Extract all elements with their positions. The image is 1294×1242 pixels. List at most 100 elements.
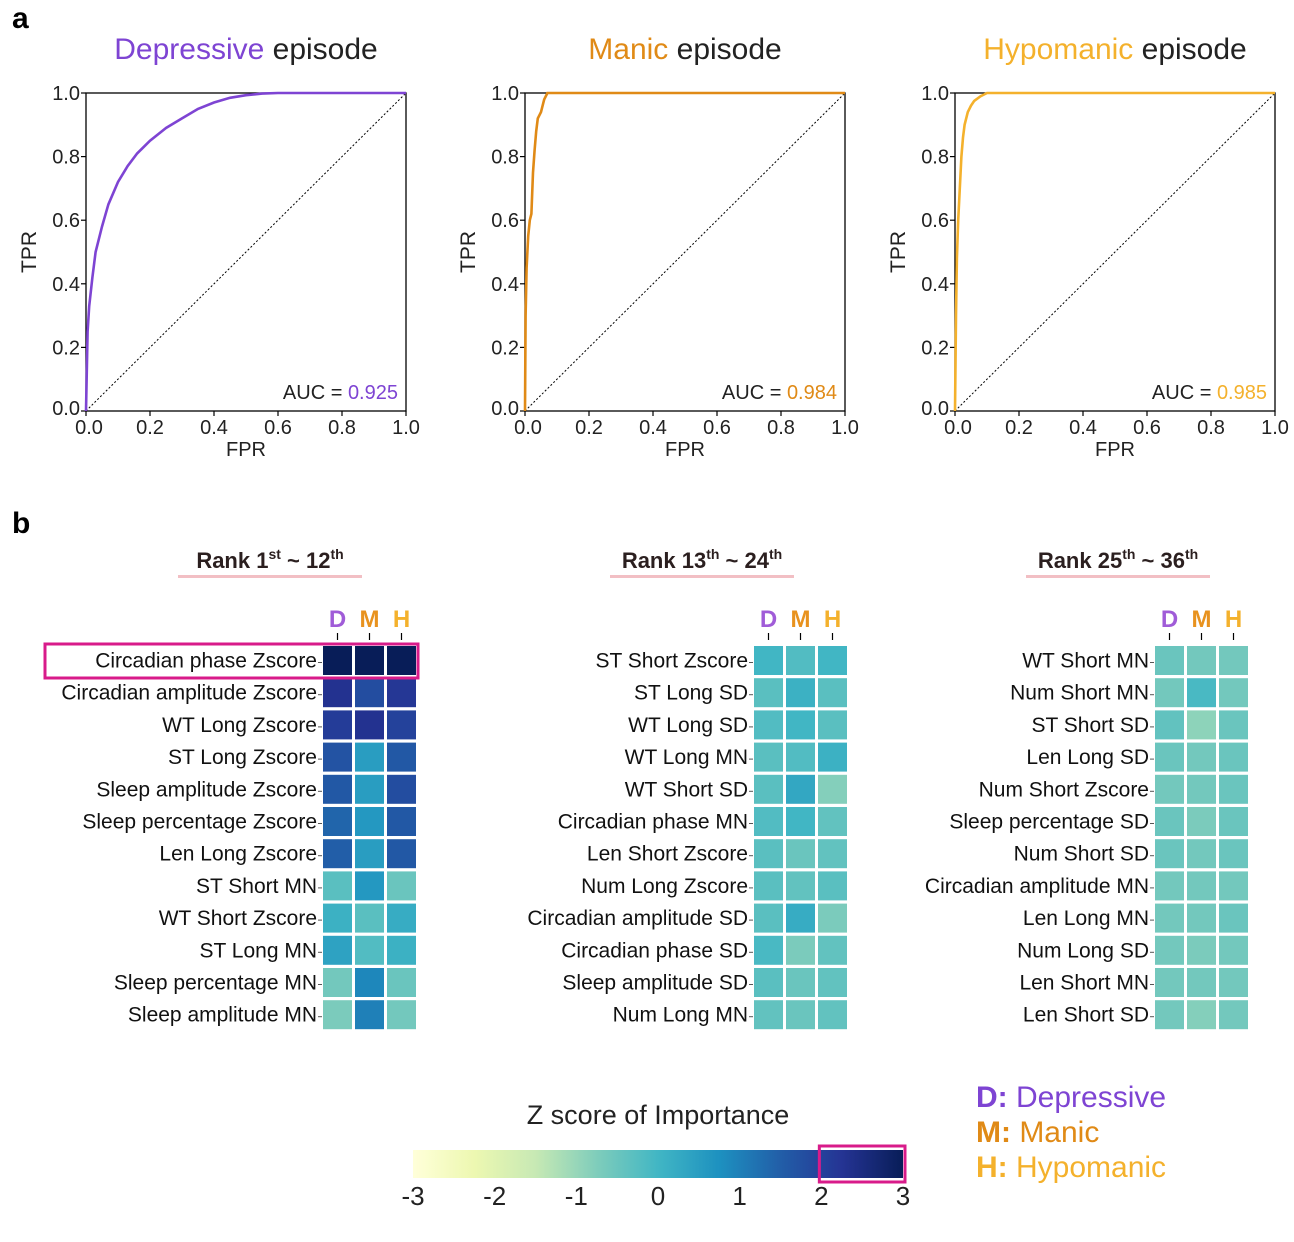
heatmap-cell xyxy=(1219,1000,1248,1030)
column-header-d: D xyxy=(329,606,346,633)
heatmap-cell xyxy=(387,807,416,836)
column-header-m: M xyxy=(1192,606,1212,633)
heatmap-cell xyxy=(355,678,384,708)
chance-diagonal xyxy=(524,92,846,412)
heatmap-cell xyxy=(323,774,352,804)
row-label: Circadian phase MN xyxy=(558,811,748,834)
row-label: ST Long SD xyxy=(634,682,748,705)
heatmap-cell xyxy=(1219,903,1248,933)
row-label: ST Short MN xyxy=(196,875,317,898)
y-tick-label: 0.0 xyxy=(491,398,519,420)
y-tick-label: 1.0 xyxy=(491,83,519,105)
legend-entry-1: D: Depressive xyxy=(976,1081,1166,1114)
heatmap-cell xyxy=(818,935,847,965)
heatmap-cell xyxy=(1187,935,1216,965)
heatmap-cell xyxy=(818,678,847,708)
colorbar-tick-label: 0 xyxy=(651,1181,665,1211)
colorbar-tick-label: 1 xyxy=(732,1181,746,1211)
heatmap-cell xyxy=(355,903,384,933)
heatmap-cell xyxy=(1187,646,1216,675)
heatmap-cell xyxy=(786,871,815,901)
heatmap-cell xyxy=(754,807,783,836)
heatmap-cell xyxy=(786,935,815,965)
roc-title-highlight: Manic xyxy=(588,33,668,66)
chance-diagonal xyxy=(954,92,1276,412)
auc-annotation: AUC = 0.985 xyxy=(1152,382,1267,404)
heatmap-cell xyxy=(355,935,384,965)
heatmap-cell xyxy=(387,839,416,869)
row-label: ST Short Zscore xyxy=(596,650,749,673)
heatmap-cell xyxy=(323,646,352,675)
x-tick-label: 0.2 xyxy=(136,417,164,439)
heatmap-cell xyxy=(1155,1000,1184,1030)
x-tick-label: 0.6 xyxy=(264,417,292,439)
heatmap-cell xyxy=(754,935,783,965)
heatmap-cell xyxy=(1187,839,1216,869)
heatmap-cell xyxy=(754,742,783,772)
plot-frame xyxy=(85,92,407,412)
row-label: Sleep amplitude SD xyxy=(562,972,748,995)
x-axis-label: FPR xyxy=(226,439,266,461)
heatmap-cell xyxy=(355,839,384,869)
x-tick-label: 0.8 xyxy=(328,417,356,439)
heatmap-cell xyxy=(786,742,815,772)
rank-title-part: Rank 1 xyxy=(196,548,268,573)
y-tick-label: 0.6 xyxy=(52,210,80,232)
legend-text: Manic xyxy=(1011,1116,1099,1149)
row-label: Len Long Zscore xyxy=(159,843,317,866)
x-tick-label: 0.8 xyxy=(767,417,795,439)
heatmap-cell xyxy=(786,646,815,675)
y-tick-label: 0.4 xyxy=(52,274,80,296)
heatmap-cell xyxy=(387,871,416,901)
legend-text: Hypomanic xyxy=(1008,1151,1166,1184)
rank-title-sup: th xyxy=(1122,546,1135,562)
heatmap-cell xyxy=(1219,871,1248,901)
y-axis-label: TPR xyxy=(457,231,480,273)
heatmap-cell xyxy=(323,903,352,933)
heatmap-cell xyxy=(1187,871,1216,901)
rank-title: Rank 1st ~ 12th xyxy=(196,546,343,573)
row-label: Circadian phase SD xyxy=(561,939,748,962)
heatmap-cell xyxy=(387,710,416,740)
heatmap-cell xyxy=(1155,903,1184,933)
roc-curve xyxy=(523,91,845,412)
roc-title: Depressive episode xyxy=(114,33,378,66)
legend-entry-2: M: Manic xyxy=(976,1116,1099,1149)
heatmap-cell xyxy=(818,742,847,772)
colorbar-highlight-box xyxy=(817,1144,907,1184)
heatmap-cell xyxy=(323,968,352,997)
heatmap-cell xyxy=(1187,774,1216,804)
x-axis-label: FPR xyxy=(1095,439,1135,461)
heatmap-cell xyxy=(754,839,783,869)
column-header-d: D xyxy=(760,606,777,633)
rank-title-sup: th xyxy=(330,546,343,562)
x-tick-label: 0.0 xyxy=(75,417,103,439)
heatmap-cell xyxy=(754,1000,783,1030)
column-header-m: M xyxy=(360,606,380,633)
row-label: Len Long SD xyxy=(1026,746,1149,769)
heatmap-cell xyxy=(818,839,847,869)
heatmap-cell xyxy=(786,678,815,708)
y-tick-label: 0.8 xyxy=(52,147,80,169)
row-label: Sleep amplitude MN xyxy=(128,1004,317,1027)
colorbar-tick-label: -1 xyxy=(565,1181,588,1211)
x-tick-label: 0.6 xyxy=(703,417,731,439)
heatmap-cell xyxy=(387,968,416,997)
rank-title-part: Rank 25 xyxy=(1038,548,1122,573)
heatmap-cell xyxy=(786,1000,815,1030)
rank-title-part: Rank 13 xyxy=(622,548,706,573)
heatmap-cell xyxy=(1155,935,1184,965)
row-label: Num Short MN xyxy=(1010,682,1149,705)
roc-chart-1: Depressive episode 0.00.0 0.2 0.2 0.4 0.4 0.6 0… xyxy=(18,33,420,461)
row-label: WT Short Zscore xyxy=(159,907,317,930)
x-tick-label: 1.0 xyxy=(1261,417,1289,439)
heatmap-cell xyxy=(355,968,384,997)
roc-curve xyxy=(953,91,1275,412)
heatmap-cell xyxy=(818,774,847,804)
heatmap-cell xyxy=(1155,968,1184,997)
heatmap-cell xyxy=(355,742,384,772)
heatmap-cell xyxy=(818,807,847,836)
heatmap-cell xyxy=(786,839,815,869)
heatmap-cell xyxy=(1155,742,1184,772)
